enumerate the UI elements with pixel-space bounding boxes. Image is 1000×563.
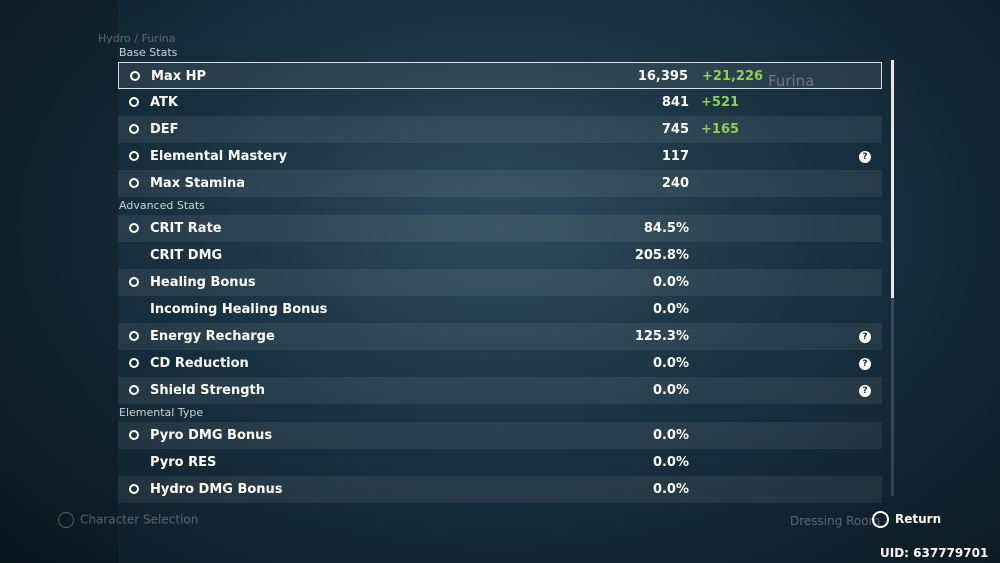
stat-row[interactable]: Pyro DMG Bonus 0.0%	[118, 422, 882, 449]
dressing-room[interactable]: Dressing Room	[790, 514, 881, 528]
stat-value: 240	[661, 176, 689, 191]
stat-value: 0.0%	[652, 275, 689, 290]
character-selection[interactable]: Character Selection	[58, 512, 198, 528]
stat-name: CRIT Rate	[150, 221, 222, 236]
stat-value: 0.0%	[652, 428, 689, 443]
stat-name: Incoming Healing Bonus	[150, 302, 328, 317]
stat-row[interactable]: Hydro DMG Bonus 0.0%	[118, 476, 882, 503]
character-selection-label: Character Selection	[80, 512, 199, 527]
stat-icon	[129, 331, 139, 341]
stat-value: 0.0%	[652, 455, 689, 470]
stat-bonus: +21,226	[702, 69, 764, 84]
stat-value: 84.5%	[643, 221, 689, 236]
stat-row[interactable]: CD Reduction 0.0%?	[118, 350, 882, 377]
section-title: Base Stats	[119, 46, 178, 59]
section-title: Advanced Stats	[119, 199, 205, 212]
stat-name: Pyro RES	[150, 455, 217, 470]
stat-name: Energy Recharge	[150, 329, 275, 344]
stat-value: 117	[661, 149, 689, 164]
stat-value: 0.0%	[652, 302, 689, 317]
stat-icon	[129, 385, 139, 395]
stat-name: CRIT DMG	[150, 248, 223, 263]
stat-value: 0.0%	[652, 482, 689, 497]
stat-value: 125.3%	[634, 329, 689, 344]
stat-name: DEF	[150, 122, 179, 137]
stat-value: 745	[661, 122, 689, 137]
stat-icon	[129, 151, 139, 161]
stat-icon	[129, 430, 139, 440]
stat-row[interactable]: Shield Strength 0.0%?	[118, 377, 882, 404]
stat-value: 205.8%	[634, 248, 689, 263]
stat-value: 841	[661, 95, 689, 110]
character-name: Furina	[768, 72, 815, 90]
stat-row[interactable]: CRIT Rate 84.5%	[118, 215, 882, 242]
return-label: Return	[895, 512, 942, 526]
left-shade	[0, 0, 118, 563]
stat-icon	[129, 277, 139, 287]
help-icon[interactable]: ?	[859, 358, 871, 370]
stat-name: Max HP	[151, 69, 207, 84]
return-button[interactable]: Return	[872, 511, 941, 528]
stat-icon	[129, 178, 139, 188]
stat-icon	[130, 71, 140, 81]
stat-row[interactable]: Max HP 16,395 +21,226	[118, 62, 882, 89]
scrollbar-track	[891, 60, 894, 496]
uid: UID: 637779701	[880, 546, 989, 560]
stat-name: Hydro DMG Bonus	[150, 482, 283, 497]
breadcrumb: Hydro / Furina	[98, 32, 176, 45]
stat-name: CD Reduction	[150, 356, 249, 371]
stat-name: Max Stamina	[150, 176, 245, 191]
stat-icon	[129, 484, 139, 494]
stat-row[interactable]: CRIT DMG 205.8%	[118, 242, 882, 269]
stat-row[interactable]: Elemental Mastery 117?	[118, 143, 882, 170]
stat-icon	[129, 97, 139, 107]
stat-row[interactable]: Energy Recharge 125.3%?	[118, 323, 882, 350]
stat-row[interactable]: ATK 841 +521	[118, 89, 882, 116]
stat-name: Pyro DMG Bonus	[150, 428, 273, 443]
stat-name: ATK	[150, 95, 178, 110]
stat-row[interactable]: Max Stamina 240	[118, 170, 882, 197]
section-title: Elemental Type	[119, 406, 204, 419]
stat-bonus: +165	[701, 122, 740, 137]
stat-value: 16,395	[637, 69, 688, 84]
help-icon[interactable]: ?	[859, 151, 871, 163]
stat-icon	[129, 124, 139, 134]
stat-icon	[129, 358, 139, 368]
scrollbar-thumb[interactable]	[891, 60, 894, 298]
stat-name: Shield Strength	[150, 383, 266, 398]
stat-name: Healing Bonus	[150, 275, 256, 290]
stat-row[interactable]: Healing Bonus 0.0%	[118, 269, 882, 296]
stat-value: 0.0%	[652, 383, 689, 398]
stat-icon	[129, 223, 139, 233]
stat-value: 0.0%	[652, 356, 689, 371]
stat-bonus: +521	[701, 95, 740, 110]
stat-row[interactable]: Incoming Healing Bonus 0.0%	[118, 296, 882, 323]
stat-row[interactable]: DEF 745 +165	[118, 116, 882, 143]
help-icon[interactable]: ?	[859, 385, 871, 397]
help-icon[interactable]: ?	[859, 331, 871, 343]
stat-name: Elemental Mastery	[150, 149, 288, 164]
stat-row[interactable]: Pyro RES 0.0%	[118, 449, 882, 476]
